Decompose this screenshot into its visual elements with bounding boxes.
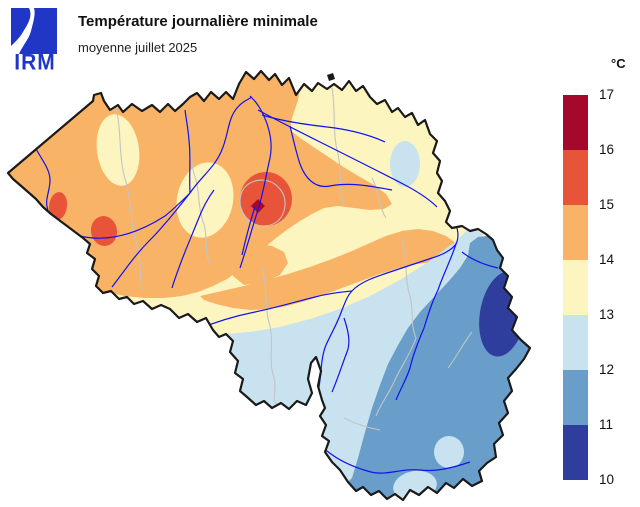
river-dender xyxy=(171,189,215,289)
legend-band-13-14 xyxy=(563,260,588,315)
province-border xyxy=(115,107,144,291)
river-kempen-canal xyxy=(261,114,386,143)
river-ourthe xyxy=(395,243,457,401)
region-12-13-arlon xyxy=(434,436,464,468)
region-12-13-south xyxy=(226,229,483,490)
river-ijzer xyxy=(32,142,51,211)
baarle-enclave xyxy=(327,73,335,81)
legend-unit-label: °C xyxy=(611,56,626,71)
region-14-15-connector xyxy=(232,244,288,285)
legend-ticks: 17 16 15 14 13 12 11 10 xyxy=(599,0,633,507)
legend-band-14-15 xyxy=(563,205,588,260)
river-canal-charleroi xyxy=(241,206,256,256)
legend-band-10-11 xyxy=(563,425,588,480)
irm-logo-icon xyxy=(10,8,57,54)
river-vesdre xyxy=(461,251,499,269)
region-12-13-limburg xyxy=(390,141,420,187)
legend-tick-label: 14 xyxy=(599,252,615,267)
irm-logo xyxy=(10,8,58,54)
region-15-16-mouscron xyxy=(48,192,68,220)
province-border xyxy=(375,237,417,417)
province-border xyxy=(343,417,381,431)
river-scheldt-upper xyxy=(111,192,191,288)
river-senne xyxy=(239,95,272,269)
province-border xyxy=(261,267,277,405)
page-subtitle: moyenne juillet 2025 xyxy=(78,40,198,55)
legend-bar xyxy=(563,95,588,480)
province-border xyxy=(447,331,473,369)
legend-band-15-16 xyxy=(563,150,588,205)
legend-band-11-12 xyxy=(563,370,588,425)
region-14-15-sambre-meuse xyxy=(200,229,459,310)
page-title: Température journalière minimale xyxy=(78,13,318,30)
river-albert-canal xyxy=(257,109,438,208)
province-border-brussels xyxy=(239,179,286,227)
legend-tick-label: 10 xyxy=(599,472,615,487)
legend-band-12-13 xyxy=(563,315,588,370)
irm-logo-text: IRM xyxy=(14,50,56,75)
province-border xyxy=(331,87,345,207)
river-lesse xyxy=(331,317,350,393)
legend-tick-label: 16 xyxy=(599,142,615,157)
river-demer-dijle xyxy=(289,125,393,191)
river-sambre xyxy=(195,290,353,331)
legend-tick-label: 15 xyxy=(599,197,615,212)
legend-tick-label: 17 xyxy=(599,87,615,102)
legend-band-16-17 xyxy=(563,95,588,150)
region-13-14-ath xyxy=(176,162,234,238)
legend-tick-label: 13 xyxy=(599,307,615,322)
region-13-14-bruges xyxy=(96,114,140,186)
legend-tick-label: 12 xyxy=(599,362,615,377)
belgium-outline xyxy=(6,69,532,502)
province-border xyxy=(371,177,387,219)
region-14-15-northwest xyxy=(8,71,392,298)
river-canal-ghent xyxy=(184,109,191,194)
river-scheldt-lower xyxy=(189,96,253,194)
legend-tick-label: 11 xyxy=(599,417,614,432)
